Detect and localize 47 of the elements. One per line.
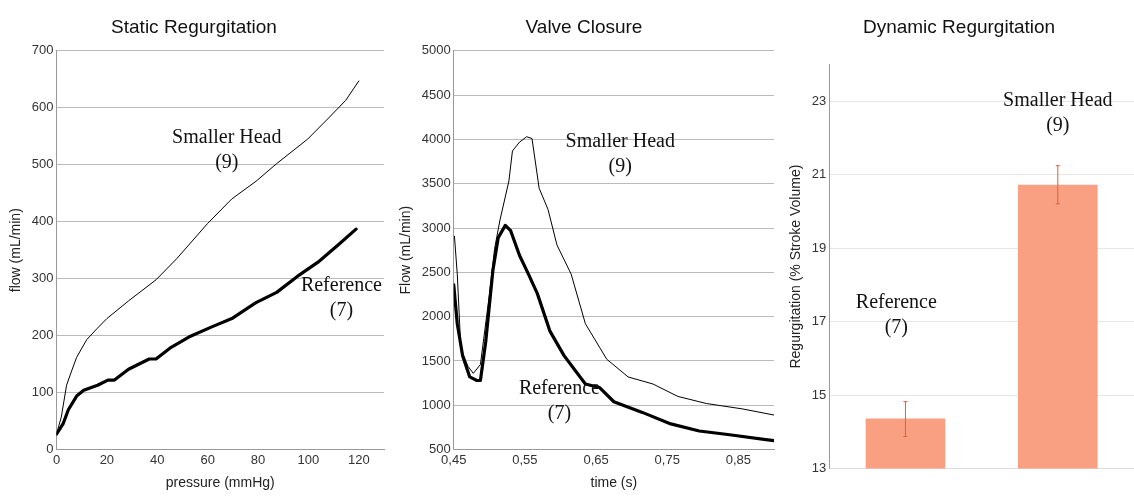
y-tick-label: 2000 bbox=[421, 308, 451, 324]
x-tick-label: 80 bbox=[250, 451, 266, 467]
annotation: Smaller Head (9) bbox=[1003, 87, 1113, 136]
y-tick-label: 400 bbox=[31, 213, 54, 229]
y-tick-label: 15 bbox=[811, 386, 827, 402]
y-tick-label: 5000 bbox=[421, 42, 451, 58]
x-axis-title: time (s) bbox=[590, 474, 638, 491]
y-tick-label: 23 bbox=[811, 93, 827, 109]
chart-title: Valve Closure bbox=[525, 15, 643, 37]
x-tick-label: 100 bbox=[297, 451, 320, 467]
y-tick-label: 17 bbox=[811, 313, 827, 329]
y-tick-label: 2500 bbox=[421, 263, 451, 279]
y-tick-label: 200 bbox=[31, 327, 54, 343]
y-tick-label: 100 bbox=[31, 384, 54, 400]
x-axis-title: pressure (mmHg) bbox=[165, 474, 275, 491]
y-tick-label: 600 bbox=[31, 99, 54, 115]
y-tick-label: 0 bbox=[46, 441, 54, 457]
annotation: Reference (7) bbox=[518, 376, 601, 425]
y-axis-title: flow (mL/min) bbox=[7, 208, 24, 293]
x-tick-label: 40 bbox=[150, 451, 165, 467]
y-tick-label: 13 bbox=[811, 459, 827, 475]
y-tick-label: 19 bbox=[811, 239, 827, 255]
y-tick-label: 1500 bbox=[421, 352, 451, 368]
y-tick-label: 4000 bbox=[421, 131, 451, 146]
x-tick-label: 60 bbox=[200, 451, 215, 467]
y-tick-label: 21 bbox=[811, 166, 827, 182]
x-tick-label: 0,55 bbox=[512, 451, 538, 467]
annotation: Smaller Head (9) bbox=[172, 125, 282, 174]
annotation: Reference (7) bbox=[855, 289, 937, 338]
x-tick-label: 120 bbox=[347, 451, 370, 467]
y-tick-label: 500 bbox=[31, 156, 54, 172]
y-tick-label: 3500 bbox=[421, 175, 451, 191]
x-tick-label: 20 bbox=[99, 451, 115, 467]
x-tick-label: 0,75 bbox=[654, 451, 680, 467]
y-tick-label: 700 bbox=[31, 42, 54, 58]
y-tick-label: 300 bbox=[31, 270, 54, 286]
y-tick-label: 3000 bbox=[421, 219, 451, 235]
x-tick-label: 0,65 bbox=[583, 451, 609, 467]
chart-title: Dynamic Regurgitation bbox=[862, 15, 1056, 37]
y-tick-label: 1000 bbox=[421, 396, 451, 412]
annotation: Reference (7) bbox=[300, 272, 383, 321]
annotation: Smaller Head (9) bbox=[565, 129, 675, 178]
y-axis-title: Flow (mL/min) bbox=[397, 205, 414, 295]
x-tick-label: 0,85 bbox=[725, 451, 752, 467]
y-tick-label: 4500 bbox=[421, 86, 451, 102]
y-axis-title: Regurgitation (% Stroke Volume) bbox=[787, 164, 804, 369]
chart-title: Static Regurgitation bbox=[111, 15, 277, 37]
